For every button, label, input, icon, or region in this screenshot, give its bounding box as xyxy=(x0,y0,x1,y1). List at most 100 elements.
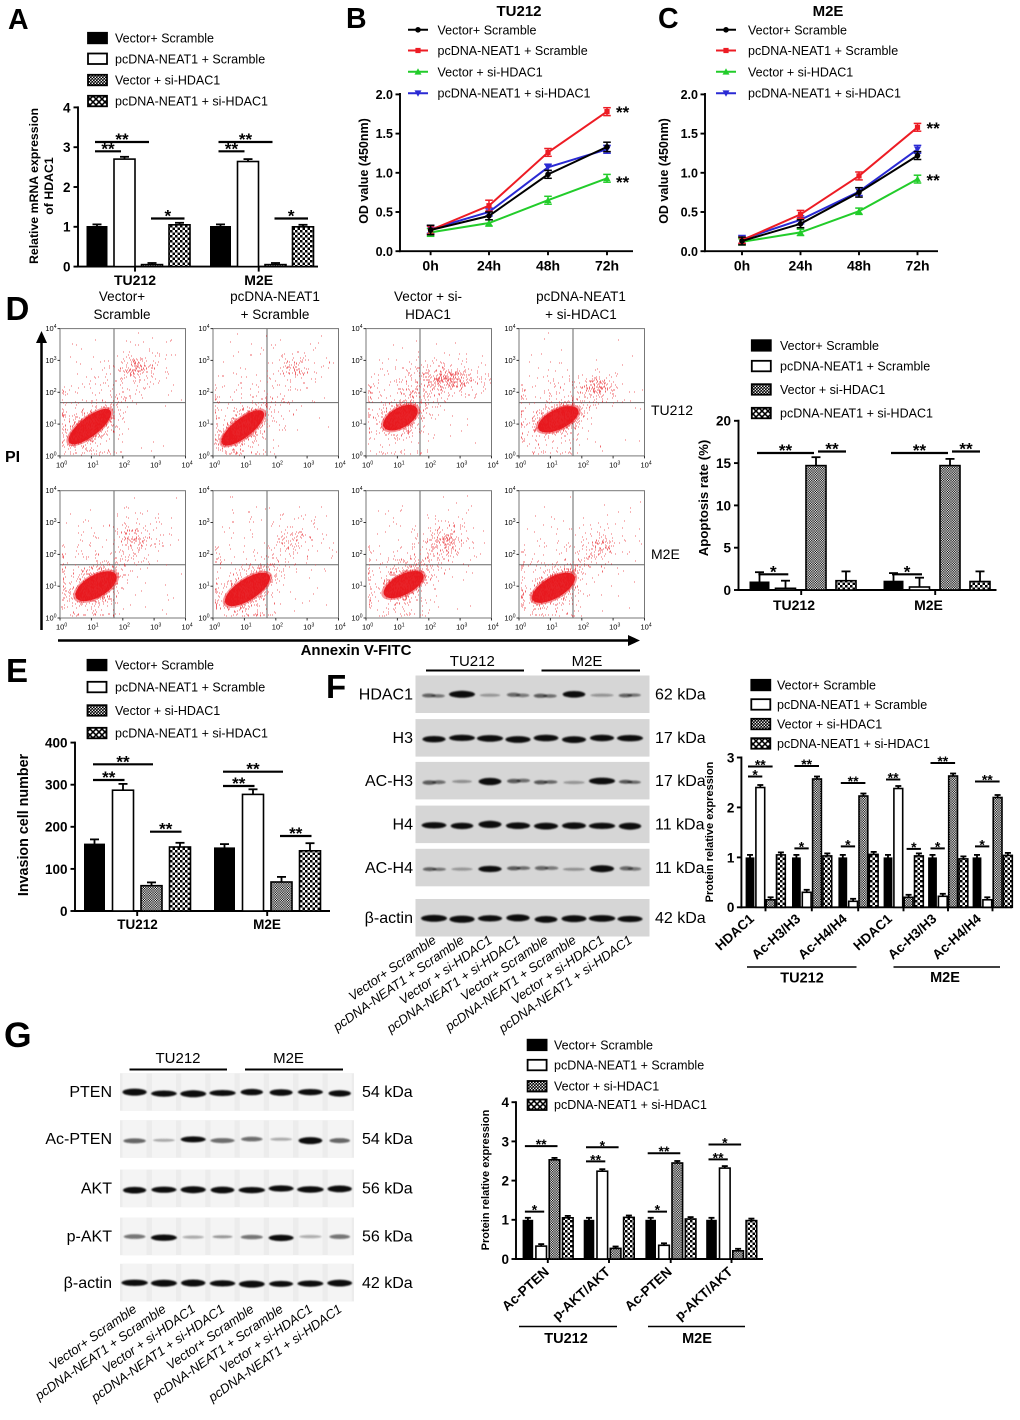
svg-text:**: ** xyxy=(102,768,116,787)
svg-text:1: 1 xyxy=(727,850,735,865)
svg-text:101: 101 xyxy=(351,582,362,591)
svg-text:103: 103 xyxy=(609,623,620,632)
svg-text:100: 100 xyxy=(45,862,68,877)
svg-text:H4: H4 xyxy=(393,817,414,834)
svg-text:102: 102 xyxy=(272,623,283,632)
svg-text:101: 101 xyxy=(240,623,251,632)
svg-text:pcDNA-NEAT1 + si-HDAC1: pcDNA-NEAT1 + si-HDAC1 xyxy=(554,1098,707,1112)
svg-text:100: 100 xyxy=(209,623,220,632)
svg-text:M2E: M2E xyxy=(273,1050,304,1067)
svg-text:TU212: TU212 xyxy=(651,402,693,418)
svg-text:100: 100 xyxy=(515,460,526,469)
svg-text:100: 100 xyxy=(56,460,67,469)
svg-text:**: ** xyxy=(616,173,630,192)
svg-text:0: 0 xyxy=(60,904,68,919)
svg-text:**: ** xyxy=(659,1143,670,1159)
svg-text:103: 103 xyxy=(504,356,515,365)
svg-text:**: ** xyxy=(848,773,859,789)
svg-text:42 kDa: 42 kDa xyxy=(362,1275,413,1292)
svg-text:102: 102 xyxy=(45,388,56,397)
svg-text:48h: 48h xyxy=(847,258,871,274)
svg-text:*: * xyxy=(799,838,805,854)
svg-text:pcDNA-NEAT1 + Scramble: pcDNA-NEAT1 + Scramble xyxy=(115,681,265,695)
svg-text:M2E: M2E xyxy=(813,3,844,20)
svg-text:103: 103 xyxy=(198,356,209,365)
svg-text:104: 104 xyxy=(198,486,209,495)
svg-text:M2E: M2E xyxy=(572,653,603,670)
svg-text:72h: 72h xyxy=(905,258,929,274)
svg-text:102: 102 xyxy=(272,460,283,469)
svg-text:101: 101 xyxy=(351,420,362,429)
svg-text:101: 101 xyxy=(87,460,98,469)
svg-text:104: 104 xyxy=(504,324,515,333)
svg-text:**: ** xyxy=(101,139,115,158)
svg-text:pcDNA-NEAT1 + si-HDAC1: pcDNA-NEAT1 + si-HDAC1 xyxy=(777,737,930,751)
svg-text:101: 101 xyxy=(504,420,515,429)
svg-text:*: * xyxy=(770,562,777,581)
svg-text:101: 101 xyxy=(198,420,209,429)
svg-text:104: 104 xyxy=(198,324,209,333)
svg-text:**: ** xyxy=(116,752,130,771)
svg-text:pcDNA-NEAT1 + Scramble: pcDNA-NEAT1 + Scramble xyxy=(115,52,265,66)
svg-text:56 kDa: 56 kDa xyxy=(362,1229,413,1246)
svg-text:pcDNA-NEAT1: pcDNA-NEAT1 xyxy=(230,289,320,304)
svg-text:104: 104 xyxy=(182,623,193,632)
svg-text:**: ** xyxy=(536,1136,547,1152)
svg-text:TU212: TU212 xyxy=(450,653,495,670)
svg-text:Relative mRNA expression: Relative mRNA expression xyxy=(27,108,41,264)
svg-text:F: F xyxy=(326,668,346,705)
svg-text:p-AKT: p-AKT xyxy=(67,1229,113,1246)
svg-text:3: 3 xyxy=(727,750,735,765)
svg-text:**: ** xyxy=(289,824,303,843)
svg-text:200: 200 xyxy=(45,820,68,835)
svg-text:Annexin V-FITC: Annexin V-FITC xyxy=(301,642,412,659)
svg-text:Vector + si-HDAC1: Vector + si-HDAC1 xyxy=(777,718,882,732)
svg-text:**: ** xyxy=(982,772,993,788)
svg-text:0: 0 xyxy=(501,1252,509,1267)
svg-text:**: ** xyxy=(713,1149,724,1165)
svg-text:TU212: TU212 xyxy=(114,272,156,288)
svg-text:103: 103 xyxy=(150,623,161,632)
svg-text:101: 101 xyxy=(240,460,251,469)
svg-text:*: * xyxy=(752,767,758,783)
svg-text:Vector+ Scramble: Vector+ Scramble xyxy=(438,23,537,37)
svg-text:102: 102 xyxy=(198,388,209,397)
svg-text:1: 1 xyxy=(501,1213,509,1228)
svg-text:104: 104 xyxy=(335,623,346,632)
svg-text:101: 101 xyxy=(504,582,515,591)
svg-text:Scramble: Scramble xyxy=(93,307,150,322)
svg-text:**: ** xyxy=(246,760,260,779)
svg-text:103: 103 xyxy=(150,460,161,469)
svg-text:11 kDa: 11 kDa xyxy=(655,860,705,877)
svg-text:1.0: 1.0 xyxy=(681,166,698,180)
svg-text:104: 104 xyxy=(45,486,56,495)
svg-text:**: ** xyxy=(825,440,839,459)
svg-text:*: * xyxy=(904,562,911,581)
svg-text:100: 100 xyxy=(45,451,56,460)
svg-text:104: 104 xyxy=(335,460,346,469)
svg-text:104: 104 xyxy=(351,324,362,333)
svg-text:AC-H3: AC-H3 xyxy=(365,773,413,790)
svg-text:Vector + si-HDAC1: Vector + si-HDAC1 xyxy=(115,704,220,718)
svg-text:*: * xyxy=(935,838,941,854)
svg-text:100: 100 xyxy=(362,623,373,632)
svg-text:103: 103 xyxy=(504,518,515,527)
svg-text:100: 100 xyxy=(209,460,220,469)
svg-text:54 kDa: 54 kDa xyxy=(362,1131,413,1148)
svg-text:100: 100 xyxy=(515,623,526,632)
svg-text:B: B xyxy=(346,3,367,35)
svg-text:G: G xyxy=(4,1015,32,1055)
svg-text:2.0: 2.0 xyxy=(376,88,393,102)
svg-text:103: 103 xyxy=(303,623,314,632)
svg-text:15: 15 xyxy=(716,456,732,471)
svg-text:M2E: M2E xyxy=(244,272,273,288)
svg-text:100: 100 xyxy=(504,614,515,623)
svg-text:102: 102 xyxy=(351,550,362,559)
svg-text:1.5: 1.5 xyxy=(681,127,698,141)
svg-text:104: 104 xyxy=(488,623,499,632)
svg-text:**: ** xyxy=(927,171,941,190)
svg-text:**: ** xyxy=(801,756,812,772)
svg-text:0.0: 0.0 xyxy=(681,245,698,259)
svg-text:Ac-PTEN: Ac-PTEN xyxy=(45,1131,112,1148)
svg-text:103: 103 xyxy=(456,623,467,632)
